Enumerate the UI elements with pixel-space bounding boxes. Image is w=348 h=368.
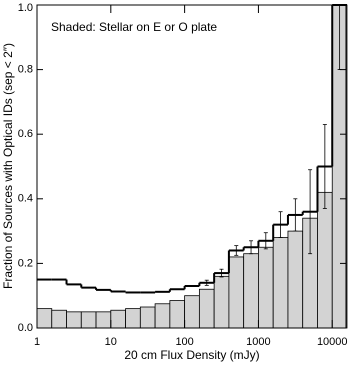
annotation: Shaded: Stellar on E or O plate (51, 20, 217, 34)
y-axis-label: Fraction of Sources with Optical IDs (se… (1, 43, 15, 289)
bar (51, 309, 67, 329)
bar (213, 275, 230, 329)
plot-frame (36, 4, 347, 329)
bar (110, 309, 126, 329)
bar (228, 256, 245, 329)
x-tick-label: 100 (175, 336, 193, 348)
bar (36, 308, 53, 329)
bar (287, 230, 304, 329)
bar (243, 253, 259, 329)
bar (154, 303, 171, 329)
bar (139, 306, 156, 329)
bar (272, 237, 289, 329)
x-tick-label: 1000 (246, 336, 270, 348)
y-tick-label: 0.8 (18, 64, 33, 76)
y-tick-label: 0.4 (18, 193, 33, 205)
bar (317, 191, 333, 329)
bar (184, 295, 200, 329)
x-axis-label: 20 cm Flux Density (mJy) (124, 348, 259, 362)
x-tick-label: 10 (105, 336, 117, 348)
y-tick-label: 1.0 (18, 2, 33, 14)
bar (95, 311, 112, 329)
y-tick-label: 0.6 (18, 128, 33, 140)
y-tick-label: 0.0 (18, 322, 33, 334)
x-tick-label: 10000 (317, 336, 348, 348)
bar (125, 308, 141, 329)
bar (198, 288, 215, 329)
bar (66, 311, 82, 329)
bar (169, 300, 186, 329)
x-tick-label: 1 (34, 336, 40, 348)
bar (80, 311, 97, 329)
bar (258, 246, 274, 329)
y-tick-label: 0.2 (18, 257, 33, 269)
